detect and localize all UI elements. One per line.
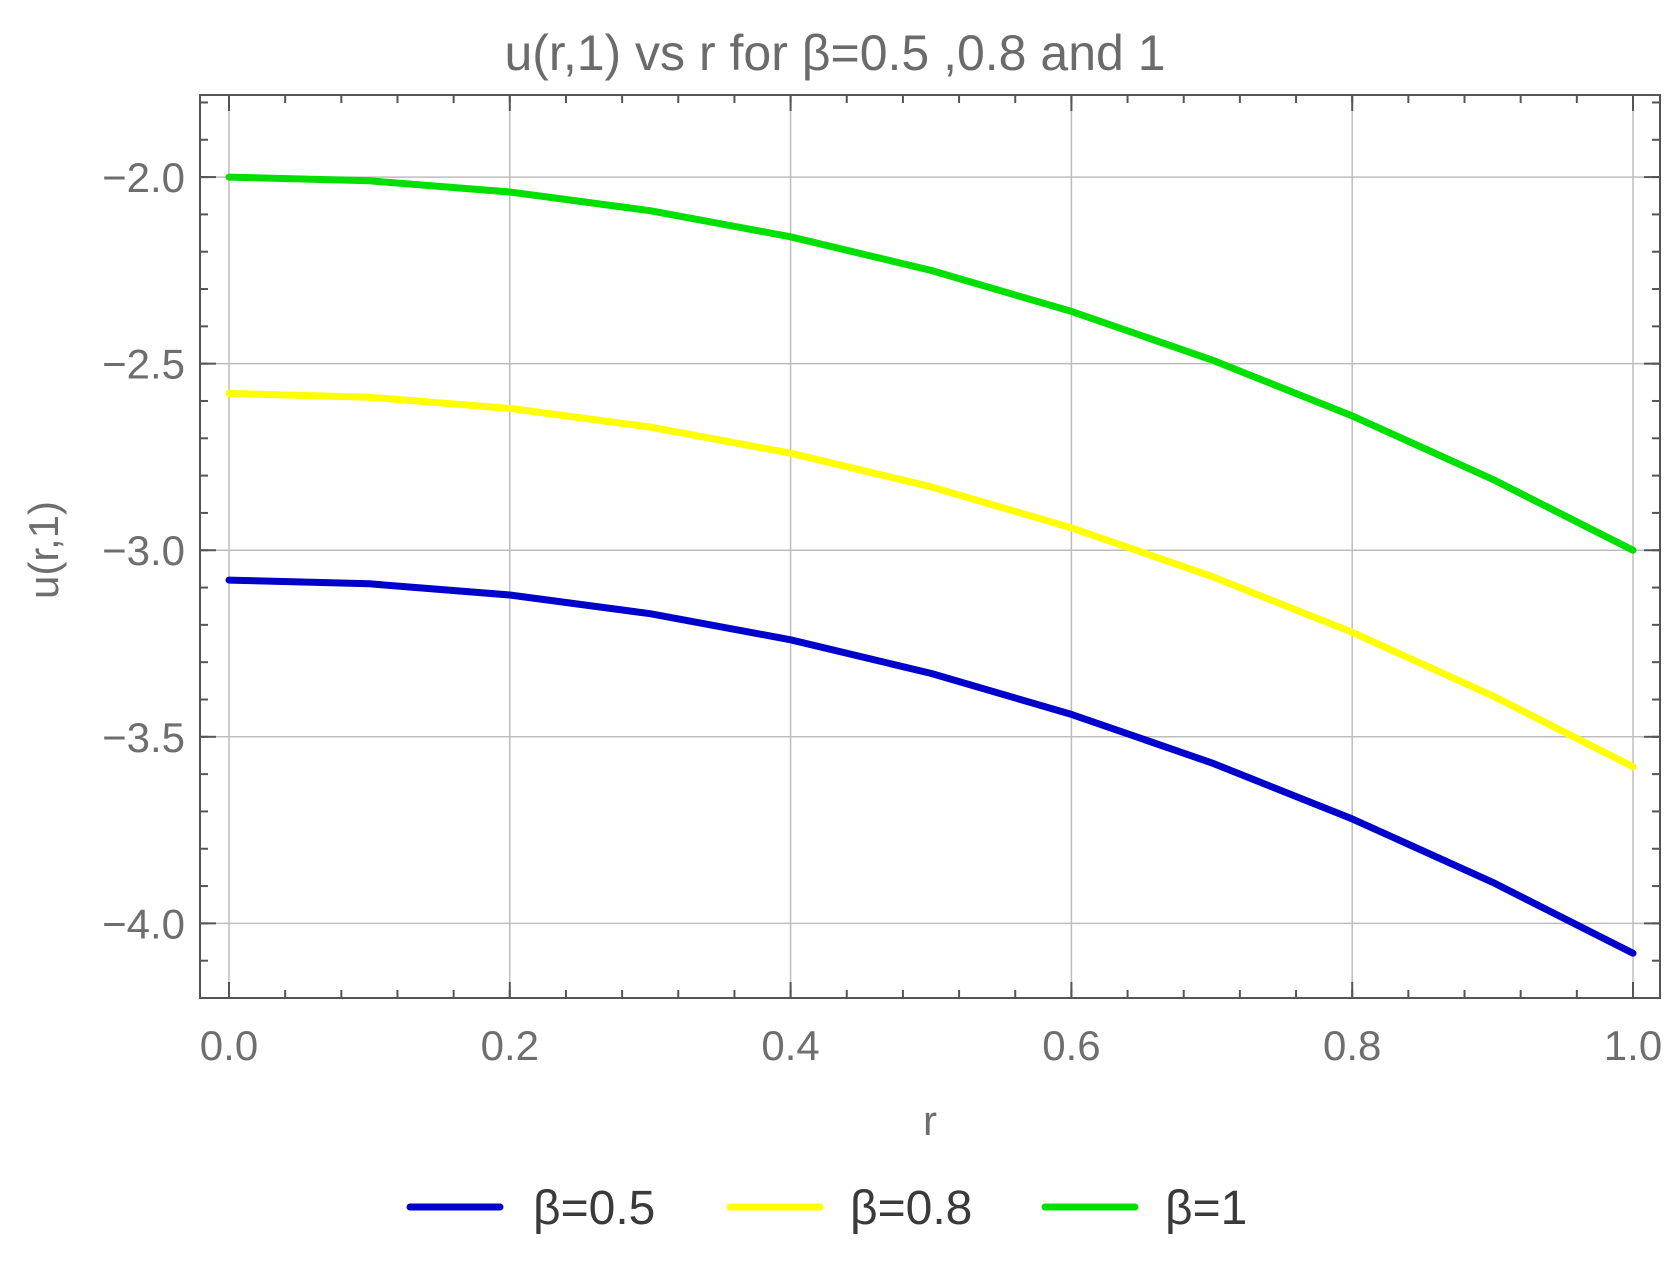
y-tick-label: −4.0 (102, 900, 185, 947)
x-axis-label: r (923, 1097, 937, 1144)
x-tick-label: 1.0 (1604, 1022, 1662, 1069)
series-line-0 (225, 576, 1637, 957)
y-tick-label: −2.5 (102, 341, 185, 388)
legend-label-0: β=0.5 (533, 1182, 655, 1235)
y-tick-label: −3.0 (102, 527, 185, 574)
y-tick-label: −2.0 (102, 154, 185, 201)
y-axis-label: u(r,1) (20, 501, 67, 599)
x-tick-label: 0.4 (761, 1022, 819, 1069)
chart-title: u(r,1) vs r for β=0.5 ,0.8 and 1 (504, 25, 1165, 81)
axis-ticks: 0.0 0.2 0.4 0.6 0.8 1.0 −2.0 −2.5 −3.0 −3.5 −4.0 (102, 95, 1662, 1069)
x-tick-label: 0.6 (1042, 1022, 1100, 1069)
plot-frame (199, 94, 1661, 999)
y-tick-label: −3.5 (102, 714, 185, 761)
legend-label-2: β=1 (1165, 1182, 1247, 1235)
legend: β=0.5 β=0.8 β=1 (406, 1182, 1247, 1235)
x-tick-label: 0.8 (1323, 1022, 1381, 1069)
x-tick-label: 0.2 (481, 1022, 539, 1069)
series-line-2 (225, 173, 1637, 554)
legend-label-1: β=0.8 (850, 1182, 972, 1235)
series-line-1 (225, 390, 1637, 771)
series-lines (225, 173, 1637, 957)
x-tick-label: 0.0 (200, 1022, 258, 1069)
